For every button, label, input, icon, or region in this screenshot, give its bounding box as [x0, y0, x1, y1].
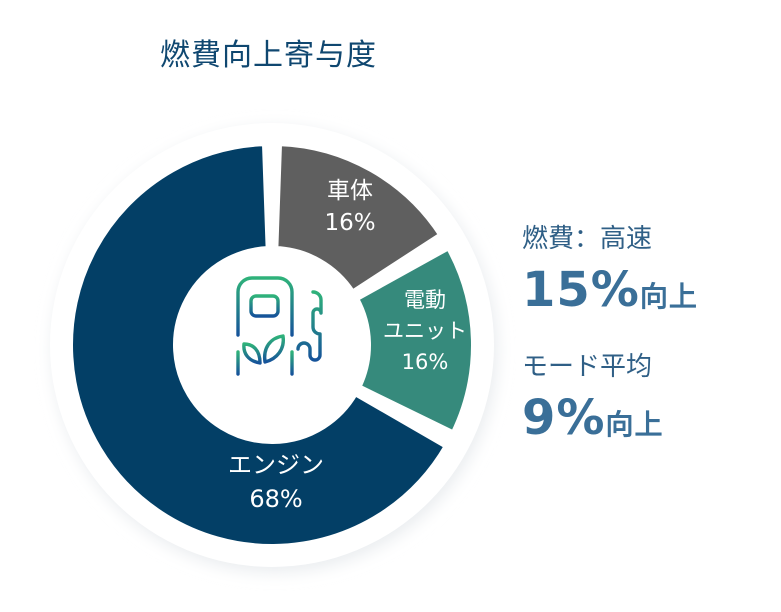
segment-name-2: ユニット [383, 319, 467, 343]
segment-label-engine: エンジン 68% [210, 448, 342, 516]
segment-label-body: 車体 16% [312, 175, 388, 239]
mode-label-text: モード平均 [522, 352, 653, 382]
mode-suffix: 向上 [605, 408, 664, 441]
highway-suffix: 向上 [639, 280, 698, 313]
segment-label-electric-unit: 電動 ユニット 16% [378, 285, 472, 378]
eco-fuel-pump-icon [229, 276, 323, 379]
highway-label-text: 燃費：高速 [522, 224, 653, 254]
segment-name: 車体 [327, 178, 373, 204]
segment-name: エンジン [228, 451, 324, 479]
mode-value: 9% [522, 390, 606, 446]
segment-value: 16% [401, 350, 449, 374]
highway-fuel-label: 燃費：高速 [522, 218, 652, 255]
mode-average-label: モード平均 [522, 346, 652, 383]
highway-value: 15% [522, 262, 640, 318]
chart-title: 燃費向上寄与度 [160, 38, 377, 73]
segment-name: 電動 [404, 288, 446, 312]
segment-value: 16% [324, 210, 376, 236]
segment-value: 68% [249, 485, 303, 513]
highway-fuel-value: 15%向上 [522, 262, 698, 318]
mode-average-value: 9%向上 [522, 390, 664, 446]
